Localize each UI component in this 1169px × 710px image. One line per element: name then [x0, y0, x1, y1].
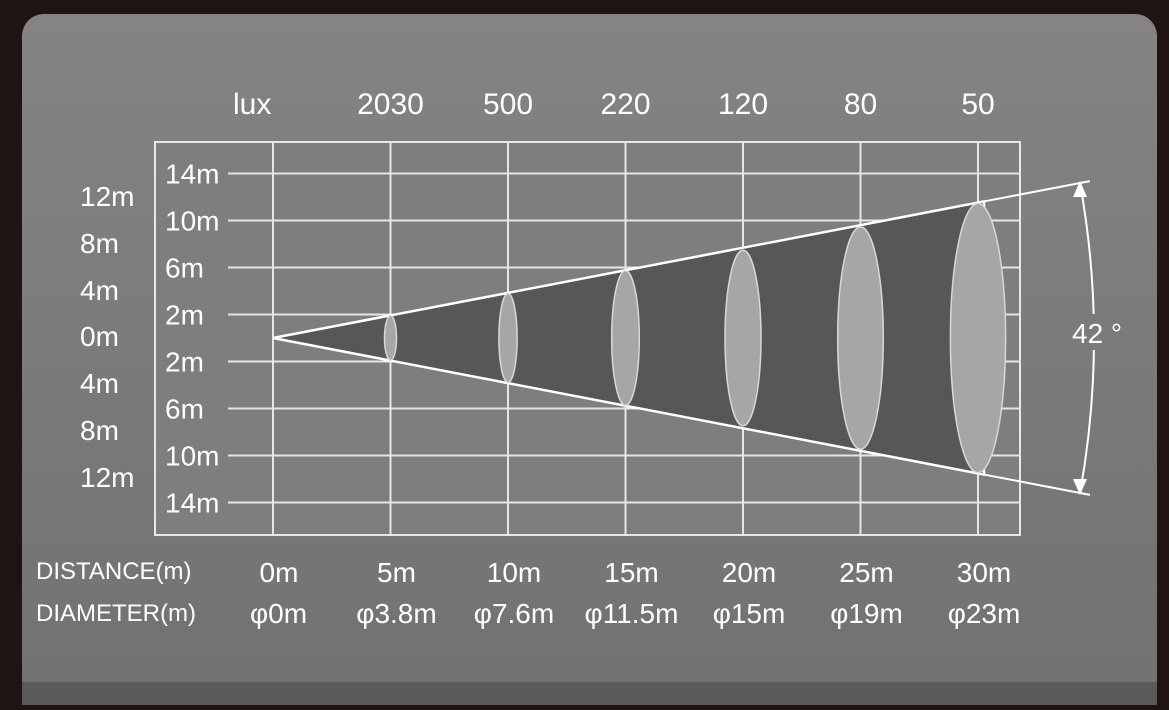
distance-value: 15m	[604, 557, 658, 588]
lux-value: 220	[600, 88, 650, 121]
diameter-value: φ15m	[713, 598, 786, 629]
left-axis-label: 0m	[80, 321, 119, 352]
inner-axis-label: 6m	[165, 394, 204, 425]
diameter-value: φ11.5m	[585, 598, 679, 629]
inner-axis-label: 10m	[165, 206, 219, 237]
inner-axis-label: 10m	[165, 441, 219, 472]
lux-value: 120	[718, 88, 768, 121]
left-axis-label: 8m	[80, 415, 119, 446]
inner-axis-label: 14m	[165, 488, 219, 519]
panel-footer-band	[22, 682, 1157, 710]
arc-arrow-up-icon	[1073, 181, 1087, 198]
lux-value: 2030	[357, 88, 424, 121]
distance-value: 30m	[957, 557, 1011, 588]
beam-spot-ellipse	[724, 249, 762, 427]
distance-row-label: DISTANCE(m)	[36, 558, 192, 585]
angle-label-backdrop	[1066, 314, 1118, 350]
diameter-value: φ23m	[948, 598, 1021, 629]
beam-spots	[383, 202, 1007, 474]
diameter-row-label: DIAMETER(m)	[36, 600, 196, 627]
distance-value: 20m	[722, 557, 776, 588]
inner-axis-label: 2m	[165, 300, 204, 331]
left-axis-label: 12m	[80, 462, 134, 493]
distance-value: 25m	[839, 557, 893, 588]
left-axis-label: 8m	[80, 228, 119, 259]
distance-values: 0m 5m 10m 15m 20m 25m 30m	[260, 557, 1012, 588]
distance-value: 10m	[487, 557, 541, 588]
lux-value: 80	[844, 88, 877, 121]
diameter-value: φ19m	[830, 598, 903, 629]
beam-spot-ellipse	[949, 202, 1007, 474]
beam-spot-ellipse	[383, 315, 398, 361]
inner-axis-label: 6m	[165, 253, 204, 284]
lux-value: 50	[961, 88, 994, 121]
beam-edge-extension-bottom	[983, 473, 1091, 496]
inner-axis-label: 2m	[165, 347, 204, 378]
left-axis-label: 4m	[80, 275, 119, 306]
arc-arrow-down-icon	[1073, 478, 1087, 495]
diameter-value: φ3.8m	[356, 598, 436, 629]
diameter-value: φ0m	[250, 598, 307, 629]
beam-spot-ellipse	[610, 269, 641, 407]
left-axis-label: 12m	[80, 181, 134, 212]
left-axis-labels: 12m 8m 4m 0m 4m 8m 12m	[80, 181, 134, 493]
lux-value: 500	[483, 88, 533, 121]
distance-value: 0m	[260, 557, 299, 588]
distance-value: 5m	[377, 557, 416, 588]
beam-edge-extension-top	[983, 180, 1091, 203]
beam-spot-ellipse	[836, 226, 885, 450]
diameter-value: φ7.6m	[474, 598, 554, 629]
left-axis-label: 4m	[80, 368, 119, 399]
diameter-values: φ0m φ3.8m φ7.6m φ11.5m φ15m φ19m φ23m	[250, 598, 1020, 629]
beam-spot-ellipse	[498, 292, 518, 384]
lux-values: 2030 500 220 120 80 50	[357, 88, 995, 121]
lux-header: lux	[233, 88, 271, 121]
inner-axis-label: 14m	[165, 159, 219, 190]
beam-angle-label: 42 °	[1072, 318, 1122, 349]
inner-axis-labels: 14m 10m 6m 2m 2m 6m 10m 14m	[165, 159, 219, 519]
